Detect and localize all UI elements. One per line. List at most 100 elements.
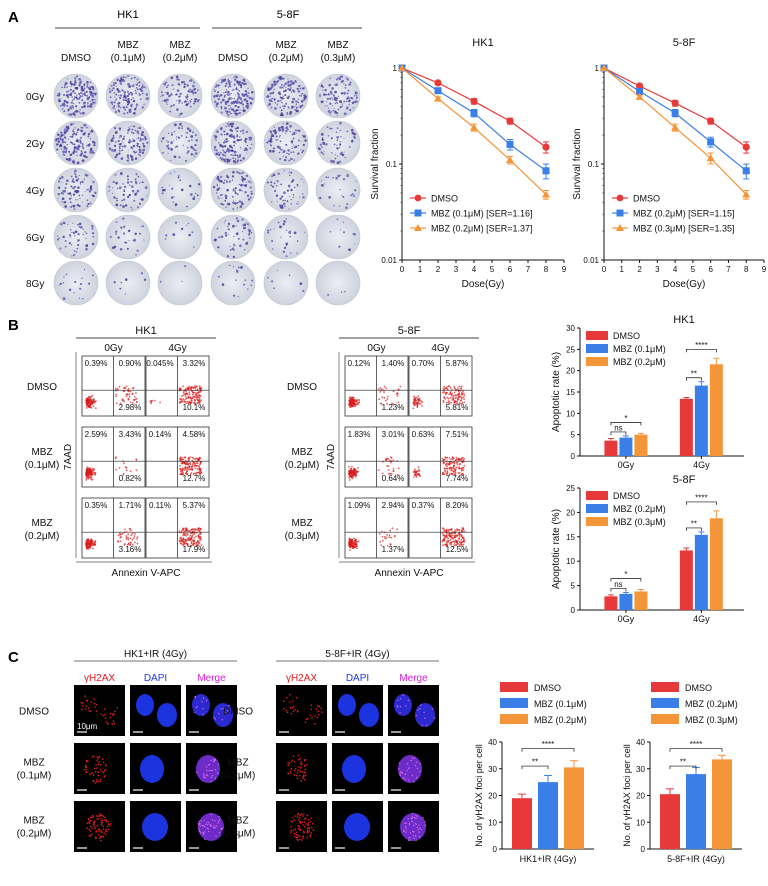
event-dot xyxy=(90,543,93,546)
colony xyxy=(114,96,116,98)
foci-dot xyxy=(314,722,316,725)
colony xyxy=(94,192,97,195)
event-dot xyxy=(416,401,418,404)
colony xyxy=(285,143,288,146)
data-point xyxy=(600,64,608,71)
flow-plot: 0.70% 5.87%5.81% xyxy=(408,355,473,417)
colony xyxy=(230,109,233,111)
colony xyxy=(219,156,222,159)
colony xyxy=(113,105,116,107)
foci-dot xyxy=(411,817,414,819)
bar xyxy=(604,596,618,610)
row-label: 4Gy xyxy=(26,186,44,197)
colony xyxy=(197,98,200,102)
foci-dot xyxy=(109,712,112,715)
colony xyxy=(237,266,240,269)
colony xyxy=(278,128,281,132)
colony xyxy=(279,86,282,89)
foci-dot xyxy=(293,832,296,835)
colony xyxy=(273,189,277,193)
foci-dot xyxy=(195,707,197,709)
significance-bracket xyxy=(686,527,702,531)
micro-row-label: (0.2μM) xyxy=(17,829,52,840)
event-dot xyxy=(460,385,463,388)
colony xyxy=(295,129,297,132)
event-dot xyxy=(125,535,128,537)
colony xyxy=(69,106,71,108)
colony xyxy=(241,202,244,206)
colony xyxy=(343,112,347,116)
colony xyxy=(220,81,223,84)
colony xyxy=(64,201,67,204)
colony xyxy=(326,105,328,107)
event-dot xyxy=(457,472,460,475)
event-dot xyxy=(456,461,459,464)
colony xyxy=(175,138,177,140)
colony xyxy=(72,186,75,190)
colony xyxy=(86,83,89,86)
colony xyxy=(280,149,282,151)
foci-dot xyxy=(434,717,436,719)
event-dot xyxy=(190,540,193,543)
colony xyxy=(326,101,328,103)
colony xyxy=(287,80,290,83)
foci-dot xyxy=(95,837,97,840)
y-tick-label: 15 xyxy=(566,533,575,542)
foci-dot xyxy=(221,719,224,721)
event-dot xyxy=(450,469,452,472)
colony xyxy=(274,132,277,135)
x-tick-label: 4 xyxy=(673,265,678,274)
colony xyxy=(166,103,168,105)
colony-dish xyxy=(210,214,256,260)
event-dot xyxy=(450,543,453,546)
event-dot xyxy=(453,540,455,542)
colony xyxy=(295,103,298,105)
event-dot xyxy=(357,403,360,405)
event-dot xyxy=(388,534,391,537)
event-dot xyxy=(454,535,457,538)
event-dot xyxy=(89,467,91,470)
colony xyxy=(301,92,304,95)
foci-dot xyxy=(308,826,310,829)
data-point xyxy=(671,123,680,131)
colony xyxy=(141,149,143,151)
colony xyxy=(86,145,88,147)
colony xyxy=(222,203,225,206)
foci-dot xyxy=(302,813,305,816)
quadrant-lr: 10.1% xyxy=(183,403,206,412)
colony xyxy=(234,105,236,107)
colony xyxy=(118,137,121,139)
colony xyxy=(235,217,238,220)
colony xyxy=(74,280,77,284)
colony xyxy=(245,221,247,223)
channel-label: γH2AX xyxy=(84,673,115,684)
foci-dot xyxy=(80,702,83,704)
x-tick-label: 5 xyxy=(490,265,495,274)
colony xyxy=(344,290,346,293)
foci-dot xyxy=(102,836,105,838)
foci-dot xyxy=(212,760,215,762)
dish xyxy=(157,167,203,213)
colony xyxy=(87,188,89,191)
colony xyxy=(267,229,270,232)
quadrant-ur: 3.43% xyxy=(119,430,142,439)
data-point xyxy=(434,87,442,95)
colony xyxy=(342,231,346,234)
foci-dot xyxy=(302,774,305,777)
colony xyxy=(89,81,92,84)
colony xyxy=(303,98,305,101)
colony xyxy=(171,84,173,86)
event-dot xyxy=(185,528,188,531)
colony xyxy=(109,96,112,99)
colony xyxy=(245,174,248,177)
colony xyxy=(223,179,226,181)
event-dot xyxy=(462,537,464,540)
foci-dot xyxy=(294,815,297,817)
event-dot xyxy=(446,465,449,468)
colony xyxy=(277,99,280,103)
colony xyxy=(168,184,170,186)
colony xyxy=(282,95,284,97)
colony xyxy=(286,152,288,154)
colony xyxy=(59,136,61,138)
event-dot xyxy=(378,398,380,401)
